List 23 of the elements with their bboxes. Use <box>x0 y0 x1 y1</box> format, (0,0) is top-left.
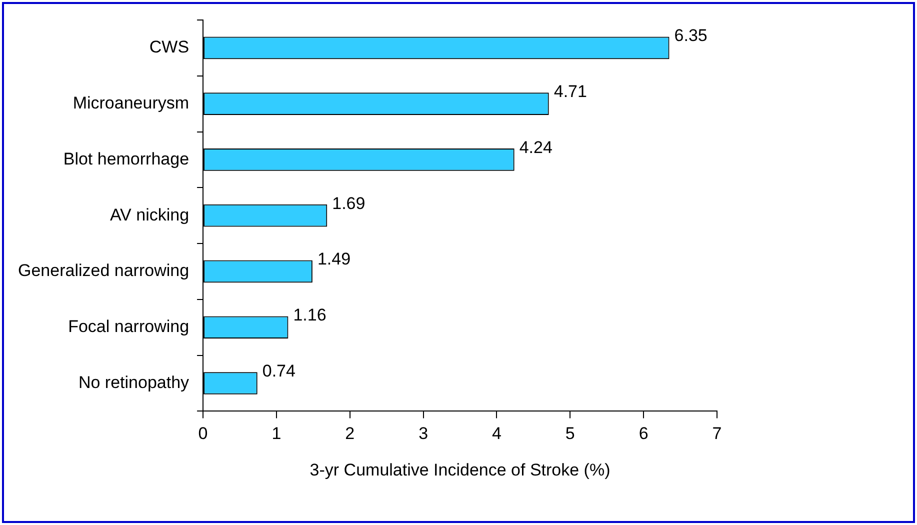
data-label: 6.35 <box>674 26 708 46</box>
data-label: 1.69 <box>332 194 366 213</box>
x-tick-label: 6 <box>638 424 648 444</box>
y-tick-label: Blot hemorrhage <box>63 149 190 168</box>
x-tick-label: 0 <box>198 424 208 444</box>
data-label: 0.74 <box>262 361 296 380</box>
data-label: 1.16 <box>293 306 326 325</box>
data-label: 1.49 <box>317 250 351 269</box>
y-tick-label: Microaneurysm <box>72 94 190 113</box>
y-tick-label: AV nicking <box>110 205 190 224</box>
x-tick-label: 4 <box>492 424 502 444</box>
y-tick-label: CWS <box>149 38 190 57</box>
y-tick-label: Focal narrowing <box>68 317 190 336</box>
x-tick-label: 1 <box>272 424 282 444</box>
x-tick-label: 5 <box>565 424 575 444</box>
data-label: 4.71 <box>554 82 587 102</box>
data-label: 4.24 <box>519 138 552 157</box>
x-axis-title: 3-yr Cumulative Incidence of Stroke (%) <box>310 460 610 480</box>
y-tick-label: Generalized narrowing <box>18 261 190 280</box>
y-tick-label: No retinopathy <box>78 372 190 392</box>
x-tick-label: 2 <box>345 424 355 444</box>
x-tick-label: 3 <box>418 424 428 444</box>
x-tick-label: 7 <box>712 424 722 444</box>
